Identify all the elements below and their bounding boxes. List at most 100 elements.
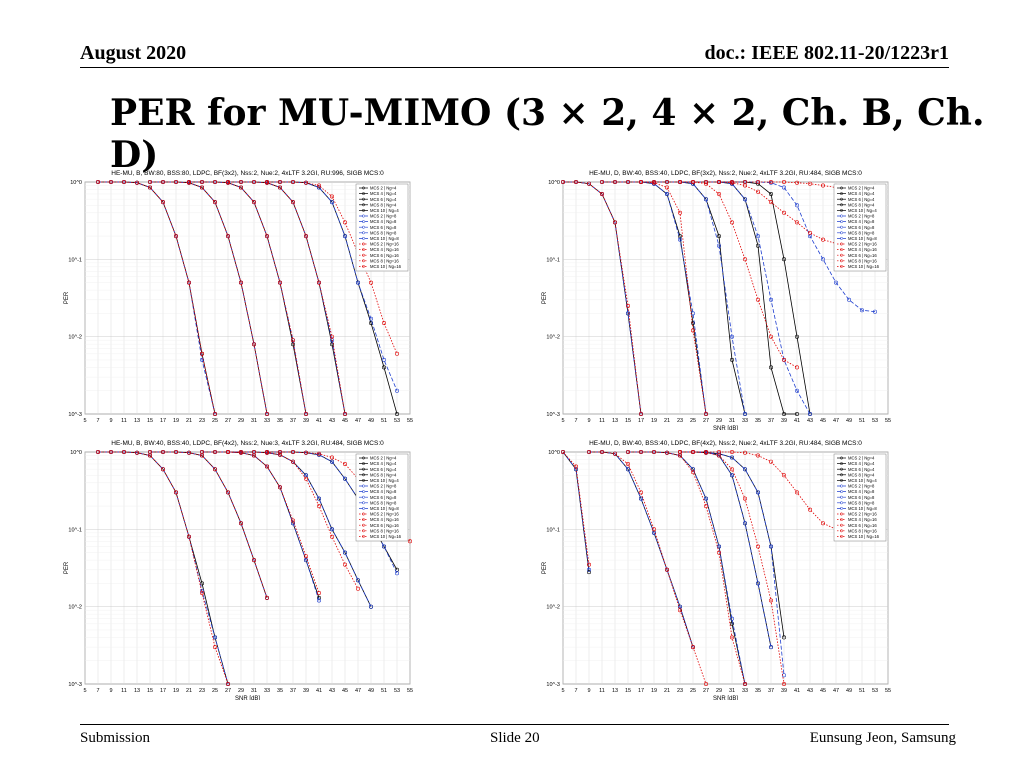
x-tick-label: 33 [742,688,748,694]
data-point [730,220,735,225]
y-tick-label: 10^-1 [546,257,560,263]
data-point [704,181,709,186]
data-point [743,179,748,184]
x-tick-label: 19 [651,688,657,694]
x-tick-label: 35 [277,418,283,424]
x-tick-label: 23 [199,418,205,424]
chart-top-left: HE-MU, B, BW:80, BSS:80, LDPC, BF(3x2), … [64,170,413,424]
data-point [769,645,774,650]
data-point [717,243,722,248]
data-point [108,179,113,184]
legend-entry: MCS 4 | Ng=8 [848,489,875,494]
data-point [743,521,748,526]
data-point [368,316,373,321]
legend-entry: MCS 6 | Ng=4 [848,197,875,202]
data-point [265,234,270,239]
data-point [174,449,179,454]
data-point [316,451,321,456]
x-tick-label: 11 [121,688,127,694]
legend-marker [362,462,365,466]
data-point [717,179,722,184]
data-point [161,179,166,184]
data-point [730,449,735,454]
data-point [278,449,283,454]
data-point [626,461,631,466]
data-point [756,490,761,495]
y-axis-label: PER [64,291,70,304]
data-point [200,351,205,356]
legend-entry: MCS 4 | Ng=16 [370,517,399,522]
legend-marker [362,214,365,218]
legend-marker [840,203,843,207]
legend-marker [840,529,843,533]
data-point [239,179,244,184]
data-point [381,544,386,549]
data-point [355,578,360,583]
legend-marker [362,208,365,212]
data-point [316,504,321,509]
data-point [304,180,309,185]
data-point [730,334,735,339]
legend-entry: MCS 6 | Ng=4 [848,467,875,472]
data-point [316,496,321,501]
data-point [769,297,774,302]
x-tick-label: 19 [651,418,657,424]
x-tick-label: 31 [251,418,257,424]
x-tick-label: 41 [316,688,322,694]
x-tick-label: 29 [238,688,244,694]
data-point [807,507,812,512]
x-tick-label: 41 [794,688,800,694]
data-point [626,179,631,184]
legend-entry: MCS 6 | Ng=4 [370,467,397,472]
data-point [782,185,787,190]
data-point [239,449,244,454]
series-line [693,451,772,648]
data-point [407,539,412,544]
data-point [743,450,748,455]
data-point [329,455,334,460]
series-line [628,451,746,685]
slide-title: PER for MU-MIMO (3 × 2, 4 × 2, Ch. B, Ch… [110,92,985,176]
data-point [769,598,774,603]
data-point [730,635,735,640]
data-point [573,467,578,472]
legend-marker [840,484,843,488]
x-tick-label: 29 [238,418,244,424]
x-tick-label: 11 [599,418,605,424]
legend-marker [362,259,365,263]
data-point [291,179,296,184]
data-point [560,449,565,454]
data-point [213,200,218,205]
data-point [161,449,166,454]
data-point [794,180,799,185]
data-point [252,200,257,205]
x-tick-label: 15 [625,688,631,694]
data-point [794,490,799,495]
data-point [161,467,166,472]
legend-entry: MCS 8 | Ng=4 [848,202,875,207]
legend-marker [362,197,365,201]
data-point [626,311,631,316]
y-axis-label: PER [64,561,70,574]
x-tick-label: 5 [561,688,564,694]
x-tick-label: 15 [625,418,631,424]
data-point [329,200,334,205]
data-point [730,621,735,626]
data-point [717,234,722,239]
data-point [213,179,218,184]
legend-marker [840,231,843,235]
data-point [95,449,100,454]
x-tick-label: 21 [664,418,670,424]
data-point [665,185,670,190]
data-point [717,550,722,555]
data-point [291,338,296,343]
data-point [704,682,709,687]
data-point [846,297,851,302]
x-tick-label: 5 [83,418,86,424]
legend-marker [362,518,365,522]
data-point [782,473,787,478]
data-point [226,234,231,239]
legend-marker [362,253,365,257]
series-line [563,181,642,415]
legend-entry: MCS 10 | Ng=8 [370,236,399,241]
